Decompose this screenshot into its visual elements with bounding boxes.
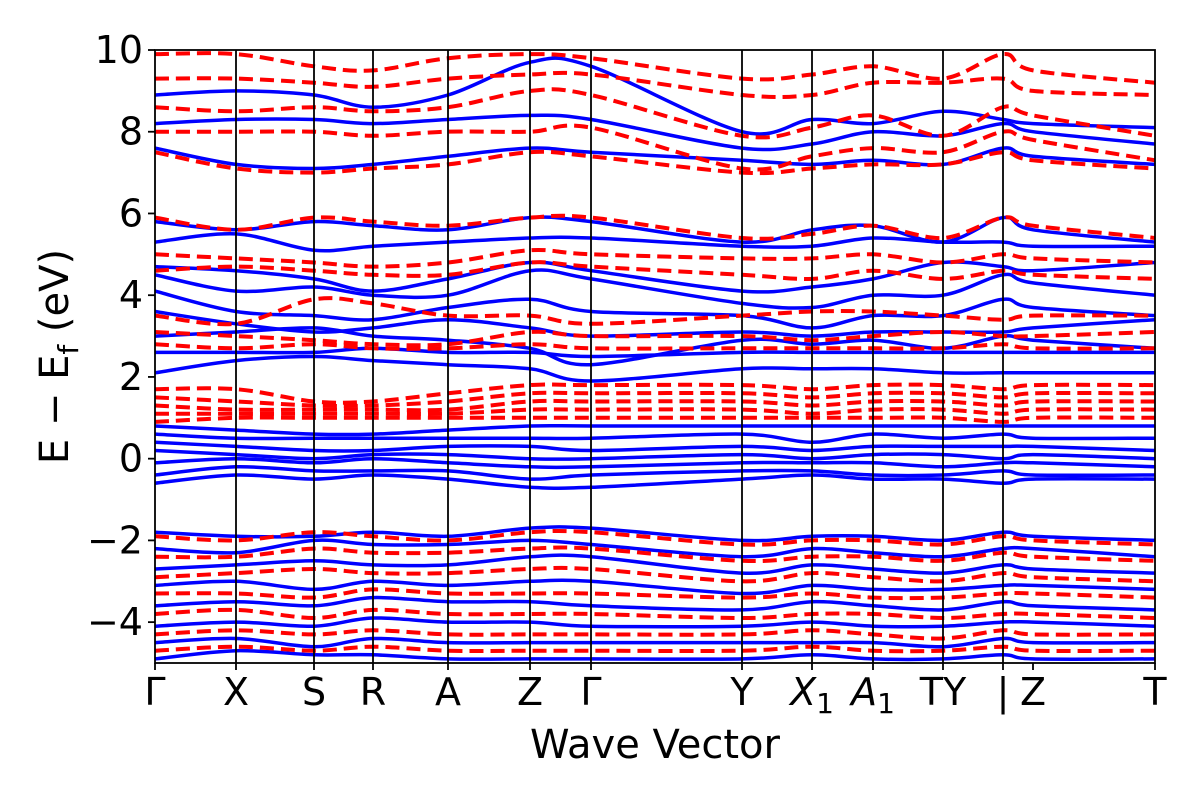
y-axis-title: E − Ef (eV) [32, 249, 85, 464]
band-line [155, 296, 1155, 327]
x-tick-label: A [435, 670, 461, 714]
band-line [155, 123, 1155, 172]
x-tick-label: S [302, 670, 326, 714]
x-tick-label: Y [729, 670, 754, 714]
x-tick-label: Γ [580, 670, 601, 714]
kpoint-vlines [235, 50, 1004, 663]
x-tick-label: Γ [144, 670, 165, 714]
y-tick-label: 10 [95, 28, 143, 72]
y-tick-label: 2 [119, 355, 143, 399]
x-tick-label: R [360, 670, 386, 714]
x-tick-label: | [997, 670, 1010, 715]
y-axis: −4 −2 0 2 4 6 8 10 [87, 28, 155, 644]
x-tick-label-subscript: 1 [877, 687, 895, 720]
x-axis-title: Wave Vector [530, 722, 781, 768]
x-tick-label: T [1142, 670, 1167, 714]
y-tick-label: 6 [119, 191, 143, 235]
x-tick-label: TY [919, 670, 967, 714]
x-tick-label: A1 [848, 670, 895, 720]
y-tick-label: 0 [119, 437, 143, 481]
plot-area [154, 49, 1156, 664]
x-axis: Γ X S R A Z Γ Y X1 A1 TY | Z T [144, 663, 1167, 720]
y-tick-label: −2 [87, 518, 143, 562]
x-tick-label-subscript: 1 [816, 687, 834, 720]
y-tick-label: −4 [87, 600, 143, 644]
x-tick-label-main: A [848, 670, 877, 714]
x-tick-label-main: X [788, 670, 817, 714]
x-tick-label: Z [517, 670, 543, 714]
y-tick-label: 4 [119, 273, 143, 317]
y-axis-title-unit: (eV) [32, 249, 78, 345]
y-axis-title-subscript: f [52, 344, 85, 355]
x-tick-label: Z [1020, 670, 1046, 714]
x-tick-label: X1 [788, 670, 834, 720]
plot-frame [154, 49, 1156, 664]
x-tick-label: X [223, 670, 249, 714]
y-tick-label: 8 [119, 110, 143, 154]
y-axis-title-main: E − E [32, 355, 78, 465]
